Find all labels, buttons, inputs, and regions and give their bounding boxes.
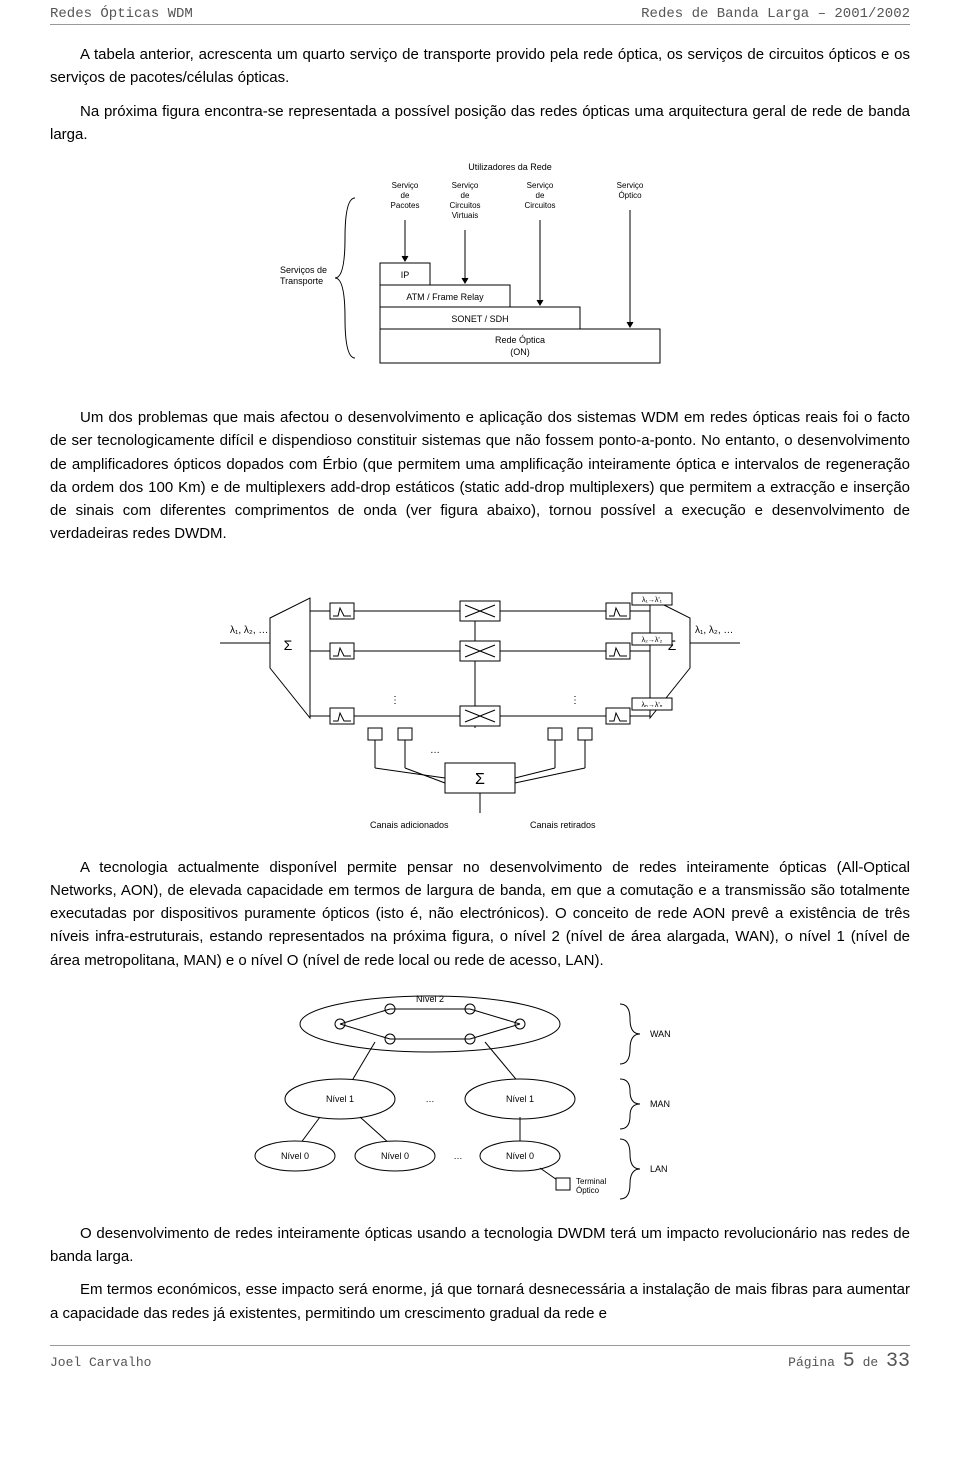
footer-page-current: 5 [843, 1350, 855, 1373]
fig1-layer-ip: IP [401, 270, 410, 280]
svg-text:Σ: Σ [475, 771, 485, 788]
svg-text:λₙ→λ'ₙ: λₙ→λ'ₙ [642, 702, 663, 709]
figure-aon-levels: Nível 2 Nível 1 Nível 1 … [50, 984, 910, 1204]
svg-text:Serviço: Serviço [527, 181, 554, 190]
footer-page-sep: de [863, 1355, 886, 1370]
paragraph-1: A tabela anterior, acrescenta um quarto … [50, 43, 910, 90]
svg-text:λ₁→λ'₁: λ₁→λ'₁ [642, 597, 663, 604]
svg-text:Serviço: Serviço [617, 181, 644, 190]
fig1-layer-sonet: SONET / SDH [451, 314, 508, 324]
footer-page-total: 33 [886, 1350, 910, 1373]
fig1-layer-atm: ATM / Frame Relay [406, 292, 484, 302]
figure-architecture: Utilizadores da Rede Serviços de Transpo… [50, 158, 910, 388]
header-left: Redes Ópticas WDM [50, 6, 193, 22]
adddrop-diagram-svg: λ₁, λ₂, … Σ Σ λ₁, λ₂, … λ₁→λ'₁ λ₂→λ'₂ λₙ→λ… [200, 558, 760, 838]
paragraph-2: Na próxima figura encontra-se representa… [50, 100, 910, 147]
fig1-layer-on-2: (ON) [510, 347, 530, 357]
fig3-lan: LAN [650, 1164, 668, 1174]
svg-text:Serviço: Serviço [452, 181, 479, 190]
page-footer: Joel Carvalho Página 5 de 33 [50, 1345, 910, 1373]
svg-text:⋮: ⋮ [570, 695, 580, 706]
svg-text:…: … [430, 745, 440, 756]
paragraph-6: Em termos económicos, esse impacto será … [50, 1278, 910, 1325]
paragraph-4: A tecnologia actualmente disponível perm… [50, 856, 910, 972]
footer-page-prefix: Página [788, 1355, 843, 1370]
fig2-drop-label: Canais retirados [530, 820, 596, 830]
fig3-lvl1a: Nível 1 [326, 1094, 354, 1104]
svg-text:de: de [401, 191, 410, 200]
fig1-left-label-2: Transporte [280, 276, 323, 286]
page-header: Redes Ópticas WDM Redes de Banda Larga –… [50, 0, 910, 25]
svg-text:Óptico: Óptico [618, 191, 642, 200]
svg-text:Σ: Σ [284, 637, 293, 653]
paragraph-5: O desenvolvimento de redes inteiramente … [50, 1222, 910, 1269]
fig2-in-label: λ₁, λ₂, … [230, 625, 268, 636]
svg-text:de: de [461, 191, 470, 200]
svg-text:…: … [426, 1094, 435, 1104]
svg-text:Pacotes: Pacotes [391, 201, 420, 210]
fig3-lvl1b: Nível 1 [506, 1094, 534, 1104]
aon-diagram-svg: Nível 2 Nível 1 Nível 1 … [220, 984, 740, 1204]
svg-text:λ₂→λ'₂: λ₂→λ'₂ [642, 637, 663, 644]
fig3-lvl0a: Nível 0 [281, 1151, 309, 1161]
fig1-left-label-1: Serviços de [280, 265, 327, 275]
figure-add-drop: λ₁, λ₂, … Σ Σ λ₁, λ₂, … λ₁→λ'₁ λ₂→λ'₂ λₙ→λ… [50, 558, 910, 838]
fig1-top-label: Utilizadores da Rede [468, 162, 552, 172]
svg-text:Circuitos: Circuitos [449, 201, 480, 210]
fig2-add-label: Canais adicionados [370, 820, 449, 830]
fig3-lvl2: Nível 2 [416, 994, 444, 1004]
svg-text:Circuitos: Circuitos [524, 201, 555, 210]
fig2-out-label: λ₁, λ₂, … [695, 625, 733, 636]
footer-author: Joel Carvalho [50, 1355, 151, 1370]
footer-page: Página 5 de 33 [788, 1350, 910, 1373]
fig3-man: MAN [650, 1099, 670, 1109]
svg-text:⋮: ⋮ [390, 695, 400, 706]
page-container: Redes Ópticas WDM Redes de Banda Larga –… [0, 0, 960, 1393]
fig1-layer-on-1: Rede Óptica [495, 335, 545, 345]
fig3-lvl0c: Nível 0 [506, 1151, 534, 1161]
svg-text:de: de [536, 191, 545, 200]
svg-text:Óptico: Óptico [576, 1186, 600, 1195]
fig3-lvl0b: Nível 0 [381, 1151, 409, 1161]
architecture-diagram-svg: Utilizadores da Rede Serviços de Transpo… [270, 158, 690, 388]
svg-text:Virtuais: Virtuais [452, 211, 479, 220]
svg-text:…: … [454, 1151, 463, 1161]
paragraph-3: Um dos problemas que mais afectou o dese… [50, 406, 910, 546]
fig3-wan: WAN [650, 1029, 671, 1039]
svg-text:Serviço: Serviço [392, 181, 419, 190]
svg-text:Terminal: Terminal [576, 1177, 606, 1186]
header-right: Redes de Banda Larga – 2001/2002 [641, 6, 910, 22]
